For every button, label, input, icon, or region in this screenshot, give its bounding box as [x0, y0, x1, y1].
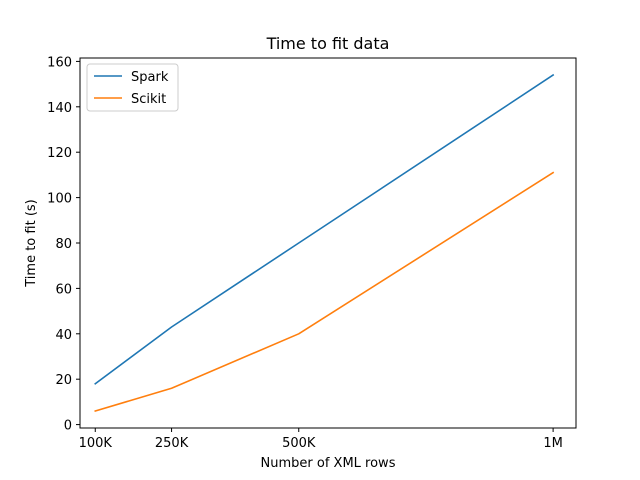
y-axis: 0 20 40 60 80 100 120 140 160: [47, 55, 80, 434]
x-tick-label: 250K: [155, 436, 189, 451]
series-line-scikit: [94, 171, 555, 412]
plot-area-frame: [79, 57, 577, 429]
y-tick-label: 100: [47, 192, 72, 207]
x-tick-label: 1M: [543, 436, 563, 451]
chart-title: Time to fit data: [266, 34, 390, 53]
y-tick-label: 140: [47, 101, 72, 116]
x-tick-label: 500K: [282, 436, 316, 451]
series-line-spark: [94, 73, 555, 385]
legend-label-spark: Spark: [131, 70, 169, 85]
y-tick-label: 80: [55, 237, 72, 252]
legend: Spark Scikit: [86, 63, 179, 112]
x-tick-label: 100K: [79, 436, 113, 451]
y-tick-label: 160: [47, 55, 72, 70]
y-tick-label: 120: [47, 146, 72, 161]
x-axis-label: Number of XML rows: [261, 456, 396, 471]
y-tick-label: 40: [55, 328, 72, 343]
y-tick-label: 0: [64, 419, 72, 434]
series-lines: [94, 73, 555, 412]
legend-label-scikit: Scikit: [131, 92, 166, 107]
x-axis: 100K 250K 500K 1M: [79, 428, 563, 451]
y-axis-label: Time to fit (s): [24, 199, 39, 287]
y-tick-label: 20: [55, 373, 72, 388]
y-tick-label: 60: [55, 282, 72, 297]
